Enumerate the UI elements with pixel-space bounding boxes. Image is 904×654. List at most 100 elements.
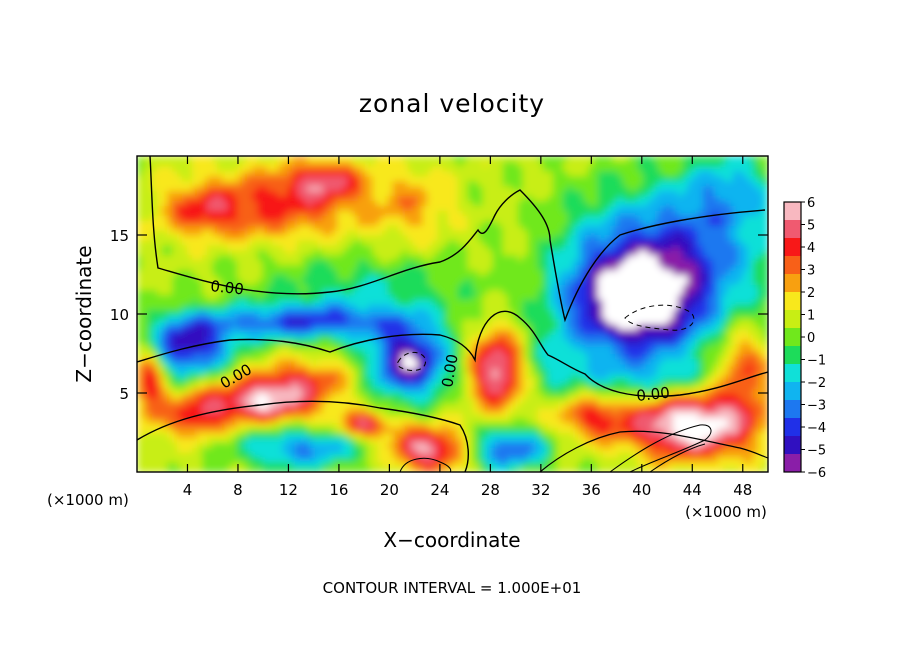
field-cell [242,294,248,300]
field-cell [492,457,499,463]
field-cell [722,447,729,453]
field-cell [567,353,574,360]
field-cell [727,358,734,364]
field-cell [757,279,764,285]
field-cell [172,289,178,295]
field-cell [162,333,168,340]
field-cell [407,353,414,360]
field-cell [392,442,399,448]
field-cell [462,378,469,384]
field-cell [332,323,338,330]
field-cell [632,294,639,300]
field-cell [592,388,599,394]
field-cell [747,412,754,419]
field-cell [702,393,709,399]
field-cell [412,358,419,364]
field-cell [382,368,388,374]
field-cell [152,402,158,409]
field-cell [682,373,689,379]
field-cell [347,358,353,364]
field-cell [492,427,499,434]
field-cell [617,358,624,364]
field-cell [237,422,243,429]
field-cell [437,294,444,300]
field-cell [717,397,724,404]
field-cell [162,417,168,424]
field-cell [712,412,719,419]
field-cell [627,393,634,399]
field-cell [187,383,193,389]
field-cell [612,417,619,424]
field-cell [507,442,514,448]
field-cell [347,432,353,439]
field-cell [187,363,193,369]
field-cell [622,299,629,305]
field-cell [642,383,649,389]
field-cell [342,274,348,281]
field-cell [662,289,669,295]
field-cell [757,467,764,472]
field-cell [567,299,574,305]
field-cell [197,447,203,453]
field-cell [592,284,599,290]
field-cell [532,383,539,389]
field-cell [522,457,529,463]
field-cell [667,279,674,285]
field-cell [337,383,343,389]
field-cell [557,348,564,355]
field-cell [747,333,754,340]
field-cell [687,284,694,290]
field-cell [622,314,629,320]
field-cell [477,417,484,424]
field-cell [562,368,569,374]
field-cell [167,368,173,374]
field-cell [377,314,383,320]
field-cell [527,309,534,315]
field-cell [147,333,153,340]
field-cell [472,467,479,472]
field-cell [402,412,409,419]
field-cell [682,457,689,463]
field-cell [362,383,368,389]
field-cell [662,358,669,364]
field-cell [537,309,544,315]
field-cell [612,299,619,305]
field-cell [387,432,394,439]
field-cell [357,368,363,374]
field-cell [717,318,724,325]
field-cell [162,383,168,389]
field-cell [497,388,504,394]
field-cell [297,358,303,364]
field-cell [467,333,474,340]
field-cell [427,348,434,355]
field-cell [287,388,293,394]
field-cell [592,294,599,300]
field-cell [322,358,328,364]
field-cell [692,427,699,434]
field-cell [212,402,218,409]
field-cell [652,333,659,340]
field-cell [507,397,514,404]
field-cell [242,328,248,335]
field-cell [367,393,373,399]
field-cell [217,447,223,453]
field-cell [182,412,188,419]
field-cell [212,397,218,404]
field-cell [362,447,368,453]
field-cell [307,437,313,443]
field-cell [187,279,193,285]
field-cell [512,457,519,463]
field-cell [652,388,659,394]
field-cell [597,338,604,345]
field-cell [722,294,729,300]
field-cell [737,412,744,419]
field-cell [182,274,188,281]
field-cell [672,299,679,305]
field-cell [182,314,188,320]
field-cell [387,323,394,330]
field-cell [277,437,283,443]
field-cell [287,452,293,458]
field-cell [177,348,183,355]
field-cell [692,467,699,472]
field-cell [142,393,148,399]
